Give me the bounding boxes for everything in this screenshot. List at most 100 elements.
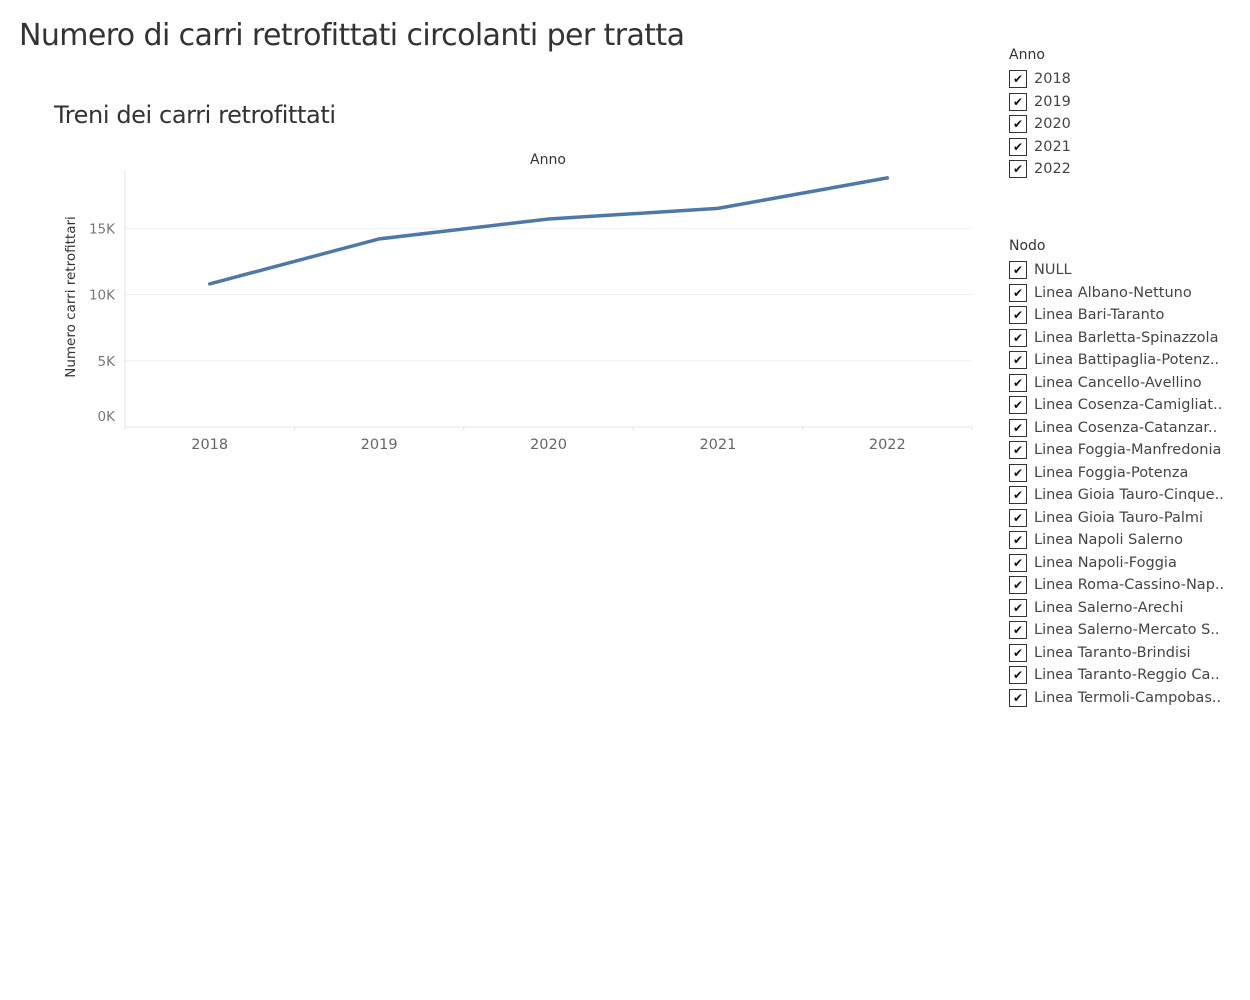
checkbox-icon[interactable]: ✔ [1009,160,1027,179]
y-axis-title: Numero carri retrofittari [63,216,79,378]
checkbox-icon[interactable]: ✔ [1009,666,1027,685]
sheet-title: Treni dei carri retrofittati [54,101,336,129]
filter-anno-item[interactable]: ✔ 2021 [1009,136,1239,159]
filter-anno-item[interactable]: ✔ 2022 [1009,158,1239,181]
filter-nodo-item[interactable]: ✔ Linea Cancello-Avellino [1009,372,1239,395]
x-ticks: 2018 2019 2020 2021 2022 [191,437,906,453]
checkbox-icon[interactable]: ✔ [1009,508,1027,527]
checkbox-icon[interactable]: ✔ [1009,463,1027,482]
filter-nodo-item[interactable]: ✔ Linea Battipaglia-Potenz.. [1009,349,1239,372]
filter-anno: Anno ✔ 2018 ✔ 2019 ✔ 2020 ✔ 2021 ✔ 2022 [1009,46,1239,181]
filter-nodo-item-label: Linea Napoli Salerno [1034,532,1183,549]
filter-nodo-item-label: Linea Gioia Tauro-Cinque.. [1034,487,1224,504]
x-tick-label: 2019 [361,437,398,453]
checkbox-icon[interactable]: ✔ [1009,486,1027,505]
line-chart: Anno Numero carri retrofittari 0K 5K 10K 15… [63,152,973,453]
filter-nodo-item[interactable]: ✔ Linea Bari-Taranto [1009,304,1239,327]
filter-nodo-list: ✔ NULL ✔ Linea Albano-Nettuno ✔ Linea Bari-Ta… [1009,259,1239,709]
filter-nodo-item-label: Linea Gioia Tauro-Palmi [1034,509,1204,526]
checkbox-icon[interactable]: ✔ [1009,418,1027,437]
filter-nodo-item[interactable]: ✔ Linea Napoli-Foggia [1009,552,1239,575]
checkbox-icon[interactable]: ✔ [1009,283,1027,302]
axes [124,170,973,430]
checkbox-icon[interactable]: ✔ [1009,137,1027,156]
filter-nodo-item[interactable]: ✔ Linea Termoli-Campobas.. [1009,687,1239,710]
y-ticks: 0K 5K 10K 15K [89,221,116,425]
y-tick-label: 5K [98,354,117,370]
checkbox-icon[interactable]: ✔ [1009,598,1027,617]
checkbox-icon[interactable]: ✔ [1009,441,1027,460]
gridlines [125,227,972,362]
filter-nodo-item-label: Linea Salerno-Mercato S.. [1034,622,1220,639]
filter-nodo-item[interactable]: ✔ Linea Roma-Cassino-Nap.. [1009,574,1239,597]
filter-nodo-item-label: Linea Cosenza-Camigliat.. [1034,397,1223,414]
filter-nodo-item[interactable]: ✔ Linea Barletta-Spinazzola [1009,327,1239,350]
checkbox-icon[interactable]: ✔ [1009,373,1027,392]
filter-nodo-item[interactable]: ✔ Linea Salerno-Arechi [1009,597,1239,620]
filter-nodo-item[interactable]: ✔ Linea Taranto-Reggio Ca.. [1009,664,1239,687]
y-tick-label: 10K [89,288,116,304]
column-header: Anno [530,152,566,168]
x-tick-label: 2022 [869,437,906,453]
filter-nodo-item-label: Linea Termoli-Campobas.. [1034,689,1222,706]
filter-nodo-item[interactable]: ✔ Linea Cosenza-Camigliat.. [1009,394,1239,417]
filter-nodo-item[interactable]: ✔ Linea Gioia Tauro-Palmi [1009,507,1239,530]
filter-anno-item-label: 2019 [1034,93,1071,110]
checkbox-icon[interactable]: ✔ [1009,396,1027,415]
filter-nodo-item[interactable]: ✔ Linea Foggia-Manfredonia [1009,439,1239,462]
dashboard-title: Numero di carri retrofittati circolanti … [19,18,685,53]
filter-nodo-item-label: Linea Taranto-Reggio Ca.. [1034,667,1220,684]
checkbox-icon[interactable]: ✔ [1009,92,1027,111]
filter-nodo-item-label: Linea Battipaglia-Potenz.. [1034,352,1220,369]
filter-anno-item-label: 2018 [1034,71,1071,88]
checkbox-icon[interactable]: ✔ [1009,643,1027,662]
filter-anno-item[interactable]: ✔ 2020 [1009,113,1239,136]
filter-nodo-item[interactable]: ✔ Linea Napoli Salerno [1009,529,1239,552]
series-lines[interactable] [207,176,890,286]
filter-anno-item-label: 2022 [1034,161,1071,178]
checkbox-icon[interactable]: ✔ [1009,328,1027,347]
filter-nodo-item[interactable]: ✔ Linea Gioia Tauro-Cinque.. [1009,484,1239,507]
filter-anno-item-label: 2021 [1034,138,1071,155]
y-tick-label: 15K [89,221,116,237]
checkbox-icon[interactable]: ✔ [1009,576,1027,595]
y-tick-label: 0K [98,409,117,425]
filter-nodo-title: Nodo [1009,238,1046,254]
checkbox-icon[interactable]: ✔ [1009,621,1027,640]
checkbox-icon[interactable]: ✔ [1009,688,1027,707]
filter-nodo-item-label: NULL [1034,262,1072,279]
filter-nodo-item-label: Linea Roma-Cassino-Nap.. [1034,577,1225,594]
checkbox-icon[interactable]: ✔ [1009,531,1027,550]
filter-nodo-item[interactable]: ✔ Linea Albano-Nettuno [1009,282,1239,305]
filter-anno-item[interactable]: ✔ 2019 [1009,91,1239,114]
filter-nodo-item[interactable]: ✔ NULL [1009,259,1239,282]
x-tick-label: 2018 [191,437,228,453]
filter-nodo-item[interactable]: ✔ Linea Foggia-Potenza [1009,462,1239,485]
filter-nodo-item-label: Linea Albano-Nettuno [1034,284,1192,301]
filter-nodo-item-label: Linea Taranto-Brindisi [1034,644,1191,661]
checkbox-icon[interactable]: ✔ [1009,115,1027,134]
series-line[interactable] [207,176,890,286]
checkbox-icon[interactable]: ✔ [1009,306,1027,325]
filter-nodo-item-label: Linea Foggia-Manfredonia [1034,442,1222,459]
filter-nodo-item-label: Linea Barletta-Spinazzola [1034,329,1219,346]
x-tick-label: 2020 [530,437,567,453]
filter-nodo-item-label: Linea Napoli-Foggia [1034,554,1177,571]
filter-nodo-item[interactable]: ✔ Linea Cosenza-Catanzar.. [1009,417,1239,440]
checkbox-icon[interactable]: ✔ [1009,70,1027,89]
checkbox-icon[interactable]: ✔ [1009,553,1027,572]
filter-anno-item[interactable]: ✔ 2018 [1009,68,1239,91]
filter-nodo-item-label: Linea Cosenza-Catanzar.. [1034,419,1218,436]
filter-nodo: Nodo ✔ NULL ✔ Linea Albano-Nettuno ✔ Linea Ba… [1009,237,1239,709]
filter-nodo-item-label: Linea Foggia-Potenza [1034,464,1189,481]
checkbox-icon[interactable]: ✔ [1009,351,1027,370]
checkbox-icon[interactable]: ✔ [1009,261,1027,280]
filter-nodo-item-label: Linea Cancello-Avellino [1034,374,1202,391]
x-tick-label: 2021 [699,437,736,453]
filter-anno-title: Anno [1009,47,1045,63]
filter-anno-list: ✔ 2018 ✔ 2019 ✔ 2020 ✔ 2021 ✔ 2022 [1009,68,1239,181]
filter-anno-item-label: 2020 [1034,116,1071,133]
filter-nodo-item[interactable]: ✔ Linea Salerno-Mercato S.. [1009,619,1239,642]
filter-nodo-item[interactable]: ✔ Linea Taranto-Brindisi [1009,642,1239,665]
filter-nodo-item-label: Linea Bari-Taranto [1034,307,1165,324]
